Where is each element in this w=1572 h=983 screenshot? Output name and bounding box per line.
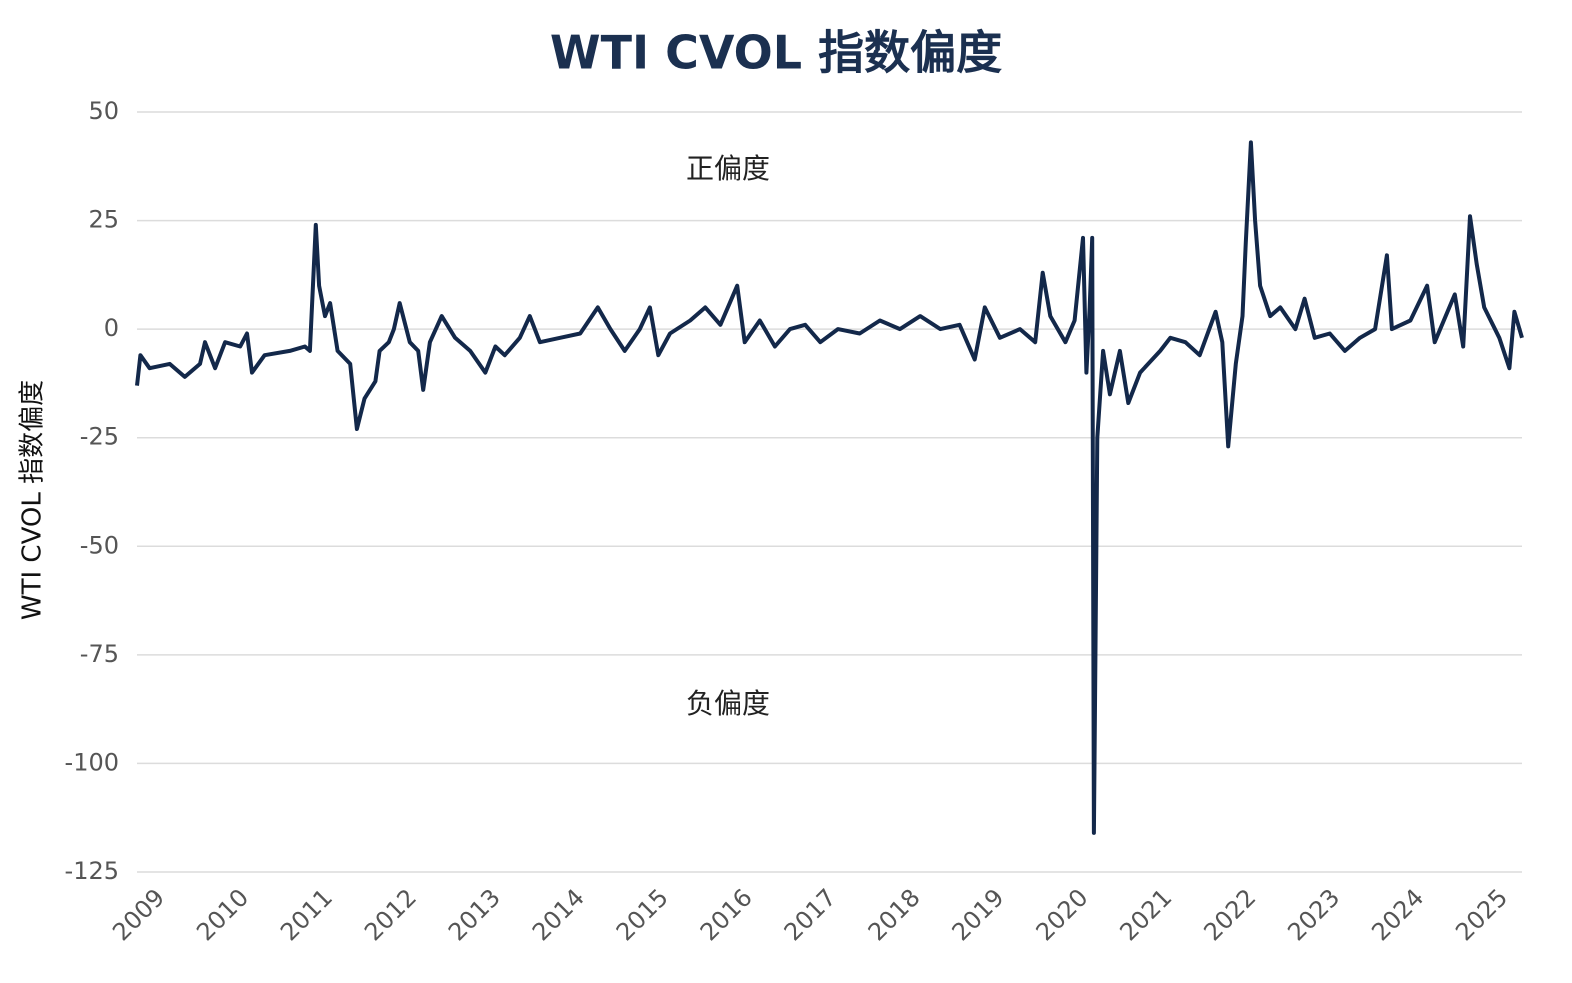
x-tick-label: 2012 (359, 883, 422, 946)
annotation: 正偏度 (686, 152, 770, 185)
x-tick-label: 2016 (695, 883, 758, 946)
y-tick-label: 50 (88, 97, 119, 125)
y-tick-label: -100 (65, 748, 119, 776)
y-tick-label: -50 (80, 531, 119, 559)
x-tick-label: 2021 (1114, 883, 1177, 946)
annotation: 负偏度 (686, 687, 770, 720)
y-tick-label: -25 (80, 423, 119, 451)
x-tick-label: 2014 (527, 883, 590, 946)
y-tick-label: 25 (88, 206, 119, 234)
y-tick-label: -75 (80, 640, 119, 668)
x-tick-label: 2009 (107, 883, 170, 946)
x-tick-label: 2025 (1450, 883, 1513, 946)
x-tick-label: 2019 (947, 883, 1010, 946)
x-tick-label: 2013 (443, 883, 506, 946)
y-tick-label: 0 (104, 314, 119, 342)
x-tick-label: 2015 (611, 883, 674, 946)
x-tick-label: 2018 (863, 883, 926, 946)
x-tick-label: 2022 (1198, 883, 1261, 946)
x-tick-label: 2017 (779, 883, 842, 946)
chart-title: WTI CVOL 指数偏度 (550, 26, 1002, 80)
y-axis-label: WTI CVOL 指数偏度 (18, 380, 48, 620)
x-tick-label: 2024 (1366, 883, 1429, 946)
x-tick-label: 2011 (275, 883, 338, 946)
series-line (135, 140, 1524, 835)
y-tick-label: -125 (65, 857, 119, 885)
x-tick-label: 2010 (191, 883, 254, 946)
x-tick-label: 2023 (1282, 883, 1345, 946)
x-tick-label: 2020 (1031, 883, 1094, 946)
